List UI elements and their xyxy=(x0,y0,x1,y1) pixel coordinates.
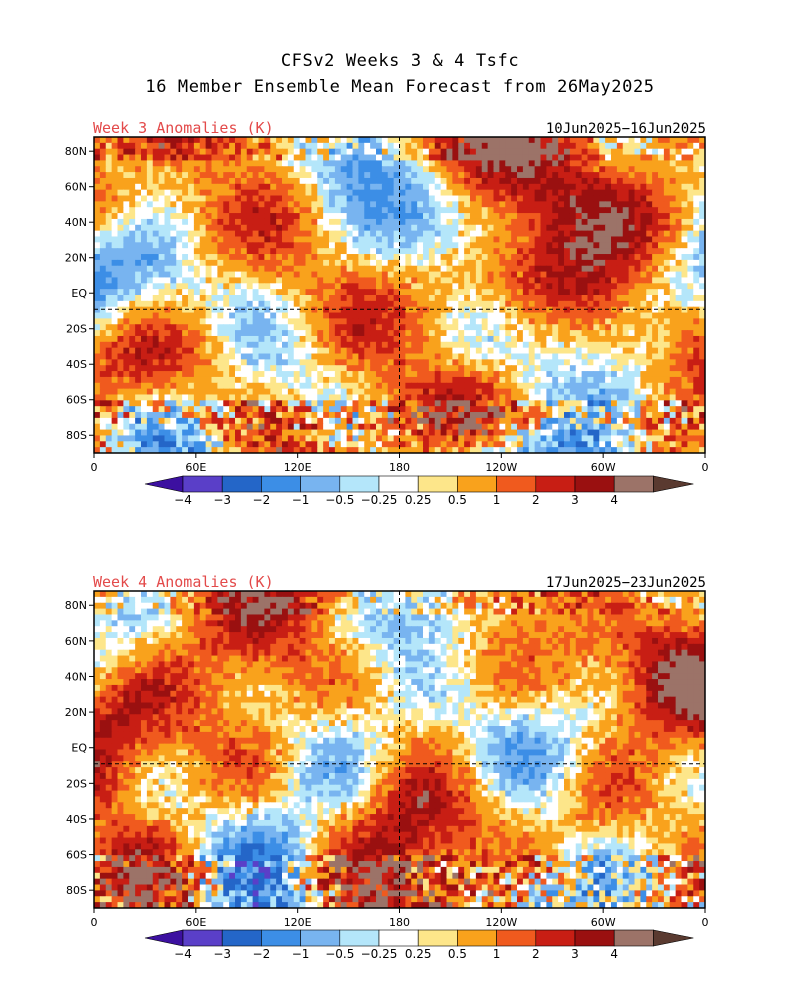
longitude-tick-label: 0 xyxy=(702,916,709,929)
colorbar-swatch xyxy=(339,475,380,493)
colorbar-high-arrow xyxy=(653,929,694,947)
longitude-tick-label: 180 xyxy=(389,461,410,474)
colorbar-tick-label: 1 xyxy=(493,947,501,961)
colorbar-swatch xyxy=(417,475,458,493)
colorbar-tick-label: 3 xyxy=(571,947,579,961)
colorbar-swatch xyxy=(182,929,223,947)
colorbar-tick-label: −0.5 xyxy=(325,947,354,961)
longitude-tick-label: 60E xyxy=(185,461,206,474)
latitude-tick-label: 40S xyxy=(66,358,87,371)
colorbar-tick-label: 2 xyxy=(532,493,540,507)
week4-map-axes: 80N 60N 40N 20N EQ 20S 40S 60S 80S 0 60E 120E 180 120… xyxy=(65,599,709,929)
colorbar-swatch xyxy=(613,475,654,493)
colorbar-tick-label: −3 xyxy=(213,947,231,961)
latitude-tick-label: 80S xyxy=(66,429,87,442)
colorbar-low-arrow xyxy=(144,475,184,493)
colorbar-tick-label: 1 xyxy=(493,493,501,507)
colorbar-swatch xyxy=(339,929,380,947)
colorbar-tick-label: −0.25 xyxy=(361,947,398,961)
colorbar-swatch xyxy=(417,929,458,947)
week3-panel: Week 3 Anomalies (K) 10Jun2025−16Jun2025… xyxy=(65,119,709,507)
colorbar-swatch xyxy=(496,475,537,493)
latitude-tick-label: EQ xyxy=(71,742,87,755)
colorbar-swatch xyxy=(613,929,654,947)
week3-panel-label: Week 3 Anomalies (K) xyxy=(93,119,274,137)
colorbar-tick-label: −3 xyxy=(213,493,231,507)
colorbar-swatch xyxy=(535,475,576,493)
latitude-tick-label: 60S xyxy=(66,849,87,862)
colorbar-tick-label: 4 xyxy=(610,947,618,961)
week3-map-axes: 80N 60N 40N 20N EQ 20S 40S 60S 80S 0 60E 120E 180 120… xyxy=(65,145,709,474)
colorbar-swatch xyxy=(378,475,419,493)
longitude-tick-label: 0 xyxy=(91,461,98,474)
colorbar-tick-label: −0.25 xyxy=(361,493,398,507)
longitude-tick-label: 180 xyxy=(389,916,410,929)
latitude-tick-label: 60N xyxy=(65,181,87,194)
colorbar-tick-label: −4 xyxy=(174,947,192,961)
colorbar-swatch xyxy=(261,475,301,493)
colorbar-swatch xyxy=(378,929,419,947)
latitude-tick-label: 40N xyxy=(65,216,87,229)
figure-title-line1: CFSv2 Weeks 3 & 4 Tsfc xyxy=(281,51,519,71)
colorbar-tick-label: 3 xyxy=(571,493,579,507)
week4-panel-label: Week 4 Anomalies (K) xyxy=(93,573,274,591)
colorbar-tick-label: 0.25 xyxy=(405,947,432,961)
longitude-tick-label: 120E xyxy=(284,461,312,474)
colorbar-tick-label: −2 xyxy=(253,947,271,961)
latitude-tick-label: EQ xyxy=(71,287,87,300)
colorbar-tick-label: 0.5 xyxy=(448,493,467,507)
colorbar-swatch xyxy=(574,929,615,947)
colorbar-tick-label: −1 xyxy=(292,947,310,961)
latitude-tick-label: 20N xyxy=(65,252,87,265)
colorbar-swatch xyxy=(261,929,301,947)
week4-anomaly-map xyxy=(93,590,706,909)
latitude-tick-label: 60S xyxy=(66,394,87,407)
week4-date-range: 17Jun2025−23Jun2025 xyxy=(546,575,706,591)
colorbar-swatch xyxy=(574,475,615,493)
latitude-tick-label: 20S xyxy=(66,323,87,336)
longitude-tick-label: 60E xyxy=(185,916,206,929)
longitude-tick-label: 120W xyxy=(485,461,517,474)
longitude-tick-label: 0 xyxy=(702,461,709,474)
latitude-tick-label: 40S xyxy=(66,813,87,826)
latitude-tick-label: 40N xyxy=(65,670,87,683)
colorbar-tick-label: 0.25 xyxy=(405,493,432,507)
latitude-tick-label: 80N xyxy=(65,599,87,612)
longitude-tick-label: 0 xyxy=(91,916,98,929)
colorbar-swatch xyxy=(300,475,341,493)
longitude-tick-label: 120W xyxy=(485,916,517,929)
week4-colorbar: −4 −3 −2 −1 −0.5 −0.25 0.25 0.5 1 2 3 4 xyxy=(144,929,694,961)
week4-panel: Week 4 Anomalies (K) 17Jun2025−23Jun2025… xyxy=(65,573,709,961)
colorbar-tick-label: −1 xyxy=(292,493,310,507)
week3-date-range: 10Jun2025−16Jun2025 xyxy=(546,121,706,137)
colorbar-swatch xyxy=(182,475,223,493)
colorbar-tick-label: 0.5 xyxy=(448,947,467,961)
colorbar-low-arrow xyxy=(144,929,184,947)
latitude-tick-label: 60N xyxy=(65,635,87,648)
colorbar-swatch xyxy=(457,475,497,493)
colorbar-high-arrow xyxy=(653,475,694,493)
colorbar-swatch xyxy=(300,929,341,947)
colorbar-tick-label: 2 xyxy=(532,947,540,961)
longitude-tick-label: 120E xyxy=(284,916,312,929)
latitude-tick-label: 80S xyxy=(66,884,87,897)
latitude-tick-label: 20S xyxy=(66,777,87,790)
week3-colorbar: −4 −3 −2 −1 −0.5 −0.25 0.25 0.5 1 2 3 4 xyxy=(144,475,694,507)
colorbar-swatch xyxy=(535,929,576,947)
colorbar-tick-label: −0.5 xyxy=(325,493,354,507)
week3-anomaly-map xyxy=(93,136,706,454)
longitude-tick-label: 60W xyxy=(591,461,616,474)
colorbar-swatch xyxy=(221,929,262,947)
colorbar-tick-label: 4 xyxy=(610,493,618,507)
colorbar-tick-label: −4 xyxy=(174,493,192,507)
latitude-tick-label: 20N xyxy=(65,706,87,719)
colorbar-swatch xyxy=(221,475,262,493)
figure-title-line2: 16 Member Ensemble Mean Forecast from 26… xyxy=(145,77,654,97)
longitude-tick-label: 60W xyxy=(591,916,616,929)
latitude-tick-label: 80N xyxy=(65,145,87,158)
colorbar-swatch xyxy=(457,929,497,947)
colorbar-swatch xyxy=(496,929,537,947)
colorbar-tick-label: −2 xyxy=(253,493,271,507)
